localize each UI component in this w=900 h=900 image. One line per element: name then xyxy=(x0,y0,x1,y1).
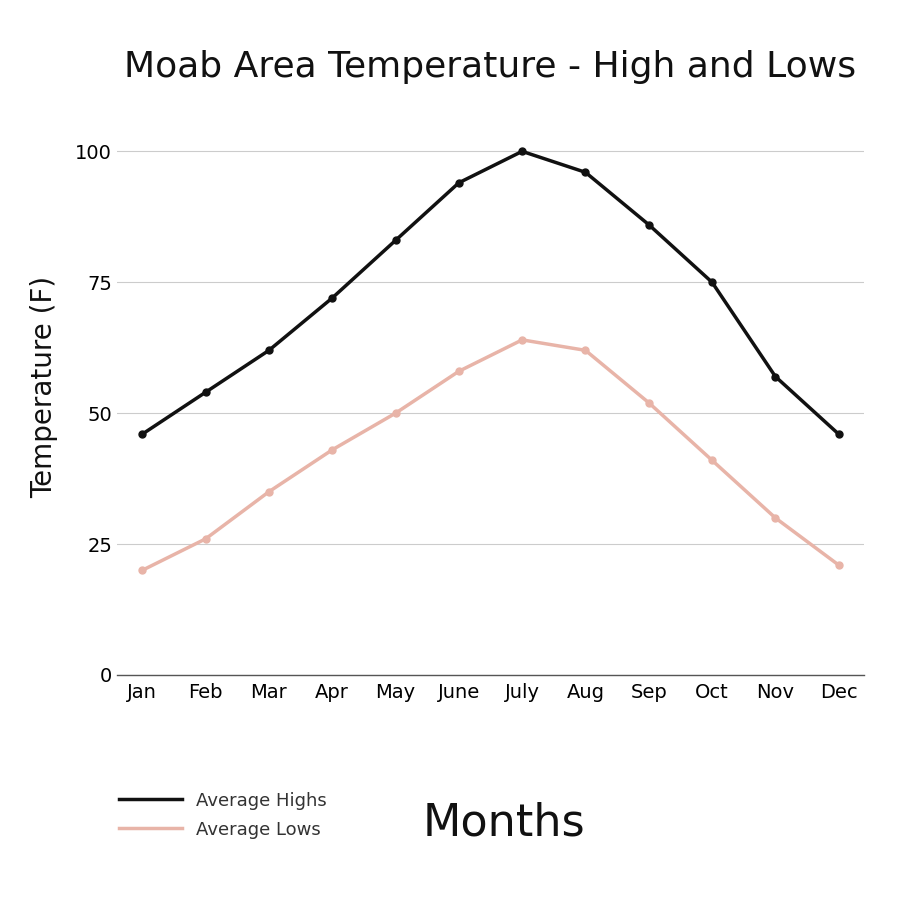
Average Highs xyxy=(517,146,527,157)
Average Lows xyxy=(770,512,781,523)
Average Lows xyxy=(327,445,338,455)
Average Highs xyxy=(706,277,717,288)
Title: Moab Area Temperature - High and Lows: Moab Area Temperature - High and Lows xyxy=(124,50,857,84)
Average Highs xyxy=(833,428,844,439)
Average Lows xyxy=(137,565,148,576)
Average Highs xyxy=(200,387,211,398)
Average Highs xyxy=(644,220,654,230)
Line: Average Lows: Average Lows xyxy=(139,337,842,573)
Text: Months: Months xyxy=(423,802,585,845)
Average Lows xyxy=(264,486,274,497)
Average Highs xyxy=(454,177,464,188)
Average Lows xyxy=(644,397,654,408)
Average Lows xyxy=(390,408,400,418)
Average Highs xyxy=(580,166,591,177)
Average Lows xyxy=(580,345,591,356)
Average Highs xyxy=(137,428,148,439)
Average Lows xyxy=(833,560,844,571)
Average Lows xyxy=(454,366,464,377)
Y-axis label: Temperature (F): Temperature (F) xyxy=(31,276,58,498)
Average Highs xyxy=(264,345,274,356)
Line: Average Highs: Average Highs xyxy=(139,148,842,437)
Average Lows xyxy=(706,454,717,465)
Legend: Average Highs, Average Lows: Average Highs, Average Lows xyxy=(119,791,327,839)
Average Lows xyxy=(200,534,211,544)
Average Highs xyxy=(327,292,338,303)
Average Highs xyxy=(770,371,781,382)
Average Highs xyxy=(390,235,400,246)
Average Lows xyxy=(517,335,527,346)
